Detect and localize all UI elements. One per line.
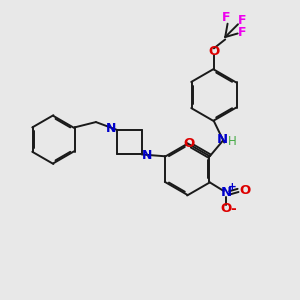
Text: O: O xyxy=(220,202,232,215)
Text: O: O xyxy=(239,184,250,197)
Text: -: - xyxy=(230,202,236,216)
Text: F: F xyxy=(238,26,247,38)
Text: O: O xyxy=(208,45,220,58)
Text: N: N xyxy=(217,133,228,146)
Text: N: N xyxy=(142,149,152,162)
Text: O: O xyxy=(183,137,194,150)
Text: F: F xyxy=(222,11,230,24)
Text: H: H xyxy=(228,135,237,148)
Text: +: + xyxy=(228,182,236,192)
Text: N: N xyxy=(106,122,116,135)
Text: F: F xyxy=(238,14,247,27)
Text: N: N xyxy=(220,186,232,199)
